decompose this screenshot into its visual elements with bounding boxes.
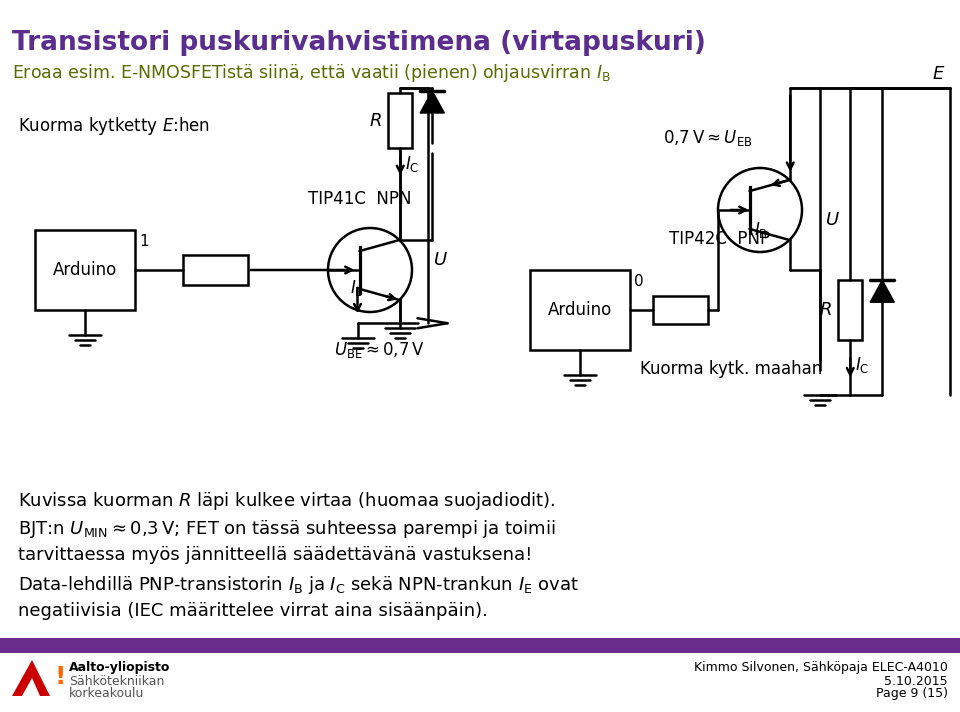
- Text: $U$: $U$: [826, 211, 840, 229]
- Text: $I_\mathrm{C}$: $I_\mathrm{C}$: [405, 154, 420, 174]
- Bar: [530, 270, 630, 350]
- Text: $I_\mathrm{C}$: $I_\mathrm{C}$: [855, 355, 870, 375]
- Text: korkeakoulu: korkeakoulu: [69, 687, 144, 700]
- Bar: [182, 255, 248, 285]
- Text: tarvittaessa myös jännitteellä säädettävänä vastuksena!: tarvittaessa myös jännitteellä säädettäv…: [18, 546, 533, 564]
- Text: Arduino: Arduino: [53, 261, 117, 279]
- Text: $I_\mathrm{B}$: $I_\mathrm{B}$: [755, 220, 769, 240]
- Bar: [388, 93, 412, 148]
- Text: $U_{\mathrm{BE}} \approx 0{,}7\,\mathrm{V}$: $U_{\mathrm{BE}} \approx 0{,}7\,\mathrm{…: [334, 340, 425, 360]
- Text: Sähkötekniikan: Sähkötekniikan: [69, 675, 164, 688]
- Bar: [35, 230, 135, 310]
- Text: Kimmo Silvonen, Sähköpaja ELEC-A4010: Kimmo Silvonen, Sähköpaja ELEC-A4010: [694, 661, 948, 674]
- Text: Data-lehdillä PNP-transistorin $I_\mathrm{B}$ ja $I_\mathrm{C}$ sekä NPN-trankun: Data-lehdillä PNP-transistorin $I_\mathr…: [18, 574, 579, 596]
- Text: Page 9 (15): Page 9 (15): [876, 687, 948, 700]
- Text: 1: 1: [139, 234, 149, 249]
- Text: !: !: [55, 665, 66, 689]
- Text: $I_\mathrm{B}$: $I_\mathrm{B}$: [350, 278, 365, 298]
- Text: Arduino: Arduino: [548, 301, 612, 319]
- Polygon shape: [22, 678, 40, 696]
- Text: Kuorma kytk. maahan: Kuorma kytk. maahan: [640, 360, 823, 378]
- Text: $R$: $R$: [820, 301, 832, 319]
- Text: negatiivisia (IEC määrittelee virrat aina sisäänpäin).: negatiivisia (IEC määrittelee virrat ain…: [18, 602, 488, 620]
- Bar: [838, 281, 862, 340]
- Text: Kuvissa kuorman $R$ läpi kulkee virtaa (huomaa suojadiodit).: Kuvissa kuorman $R$ läpi kulkee virtaa (…: [18, 490, 556, 512]
- Text: TIP41C  NPN: TIP41C NPN: [308, 190, 412, 208]
- Bar: [0, 638, 960, 653]
- Polygon shape: [420, 91, 444, 113]
- Text: 0: 0: [634, 274, 643, 289]
- Text: Transistori puskurivahvistimena (virtapuskuri): Transistori puskurivahvistimena (virtapu…: [12, 30, 706, 56]
- Text: $0{,}7\,\mathrm{V} \approx U_{\mathrm{EB}}$: $0{,}7\,\mathrm{V} \approx U_{\mathrm{EB…: [663, 128, 753, 148]
- Text: Aalto-yliopisto: Aalto-yliopisto: [69, 661, 170, 674]
- Polygon shape: [12, 660, 50, 696]
- Bar: [653, 296, 708, 324]
- Text: 5.10.2015: 5.10.2015: [884, 675, 948, 688]
- Text: BJT:n $U_{\mathrm{MIN}} \approx 0{,}3\,\mathrm{V}$; FET on tässä suhteessa parem: BJT:n $U_{\mathrm{MIN}} \approx 0{,}3\,\…: [18, 518, 556, 540]
- Polygon shape: [870, 281, 895, 302]
- Text: Eroaa esim. E-NMOSFETistä siinä, että vaatii (pienen) ohjausvirran $I_\mathrm{B}: Eroaa esim. E-NMOSFETistä siinä, että va…: [12, 62, 611, 84]
- Text: $R$: $R$: [370, 112, 382, 130]
- Text: $E$: $E$: [931, 65, 945, 83]
- Text: TIP42C  PNP: TIP42C PNP: [669, 230, 771, 248]
- Text: $U$: $U$: [433, 251, 448, 269]
- Text: Kuorma kytketty $E$:hen: Kuorma kytketty $E$:hen: [18, 115, 210, 137]
